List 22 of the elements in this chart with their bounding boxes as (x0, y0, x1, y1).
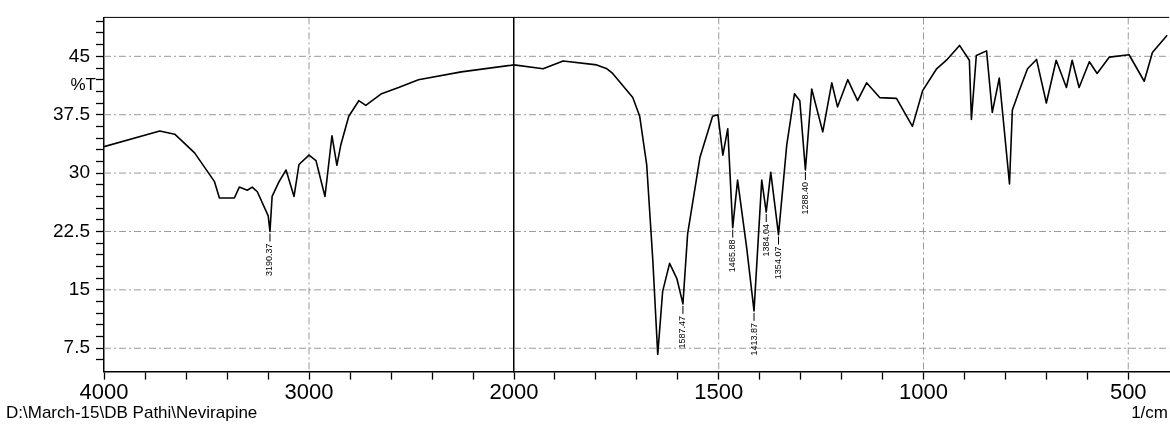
y-tick-label: 7.5 (63, 336, 90, 358)
x-tick-label: 2000 (489, 378, 539, 404)
y-tick-label: 30 (68, 161, 90, 183)
annotation: 3190.37 (264, 243, 275, 277)
annotation: 1384.04 (760, 224, 771, 257)
x-tick-label: 500 (1109, 378, 1147, 404)
y-tick-label: 22.5 (53, 219, 90, 241)
annotation: 1587.47 (677, 315, 688, 349)
y-tick-label: 45 (68, 44, 90, 66)
x-tick-label: 1500 (694, 378, 744, 404)
text: D:\March-15\DB Pathi\Nevirapine (6, 403, 258, 423)
annotation: 1354.07 (772, 246, 783, 280)
x-tick-label: 4000 (79, 378, 129, 404)
y-axis-title: %T (70, 75, 96, 95)
annotation: 1413.87 (748, 322, 759, 356)
x-tick-label: 1000 (899, 378, 948, 404)
x-axis-title: 1/cm (1131, 403, 1168, 423)
y-tick-label: 15 (68, 278, 90, 300)
annotation: 1465.88 (727, 239, 738, 273)
x-tick-label: 3000 (284, 378, 334, 404)
annotation: 1288.40 (799, 181, 810, 215)
y-tick-label: 37.5 (53, 102, 90, 124)
